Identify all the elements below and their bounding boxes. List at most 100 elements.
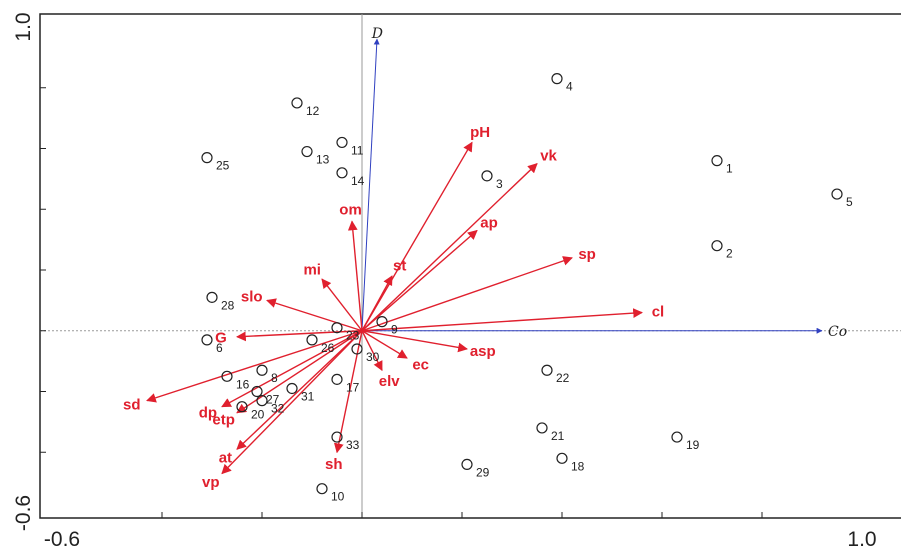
- y-tick-label: 1.0: [12, 12, 35, 41]
- vector-co-label: Co: [828, 324, 847, 340]
- arrow-vk-line: [361, 163, 538, 332]
- site-29-point: [461, 458, 473, 470]
- site-33-point: [331, 431, 343, 443]
- site-25-label: 25: [216, 159, 230, 173]
- arrow-sp-label: sp: [578, 246, 596, 263]
- arrow-st-label: st: [393, 258, 406, 275]
- site-9-label: 9: [391, 323, 398, 337]
- site-22-point: [541, 364, 553, 376]
- arrow-sd-label: sd: [123, 396, 141, 413]
- site-1-label: 1: [726, 162, 733, 176]
- site-4-point: [551, 73, 563, 85]
- site-19-point: [671, 431, 683, 443]
- site-14-point: [336, 167, 348, 179]
- site-11-point: [336, 136, 348, 149]
- site-3-label: 3: [496, 177, 503, 191]
- arrow-mi-line: [321, 278, 363, 332]
- site-8-label: 8: [271, 371, 278, 385]
- site-10-label: 10: [331, 490, 345, 504]
- arrow-slo-label: slo: [241, 289, 263, 306]
- site-20-label: 20: [251, 408, 265, 422]
- site-30-point: [351, 343, 363, 355]
- site-17-point: [331, 373, 343, 385]
- site-27-label: 27: [266, 393, 280, 407]
- arrow-ph-label: pH: [470, 124, 490, 141]
- site-5-label: 5: [846, 195, 853, 209]
- site-23-point: [331, 322, 343, 334]
- arrow-ec-line: [361, 330, 408, 359]
- site-11-label: 11: [351, 143, 364, 157]
- site-27-point: [251, 385, 263, 398]
- vector-d-label: D: [371, 26, 383, 42]
- axis-ticks: [40, 87, 763, 518]
- site-20-point: [236, 401, 248, 413]
- site-18-label: 18: [571, 459, 585, 473]
- arrow-vk-label: vk: [540, 147, 557, 164]
- arrow-cl-label: cl: [652, 304, 665, 321]
- arrow-vp-label: vp: [202, 474, 220, 491]
- site-17-label: 17: [346, 380, 360, 394]
- y-tick-label: -0.6: [12, 495, 35, 531]
- site-21-point: [536, 422, 548, 434]
- axis-tick-labels: -0.6 1.0 1.0 -0.6: [12, 12, 877, 548]
- arrow-dp-line: [221, 330, 363, 408]
- site-6-label: 6: [216, 341, 223, 355]
- arrow-sp-line: [361, 256, 573, 332]
- site-9-point: [376, 316, 388, 328]
- arrow-ec-label: ec: [412, 356, 429, 373]
- site-16-label: 16: [236, 377, 250, 391]
- arrow-elv-label: elv: [379, 373, 401, 390]
- vector-d-line: [361, 38, 380, 331]
- arrow-cl-line: [361, 308, 643, 332]
- site-30-label: 30: [366, 350, 380, 364]
- arrow-asp-label: asp: [470, 343, 496, 360]
- site-12-point: [291, 97, 303, 109]
- arrow-asp-line: [361, 330, 468, 353]
- arrow-st-line: [361, 275, 393, 332]
- site-18-point: [556, 452, 568, 464]
- arrow-mi-label: mi: [303, 262, 321, 279]
- arrow-sd-line: [146, 330, 363, 403]
- arrow-g-label: G: [215, 329, 227, 346]
- site-13-point: [301, 145, 313, 158]
- site-31-label: 31: [301, 389, 315, 403]
- site-21-label: 21: [551, 429, 565, 443]
- site-33-label: 33: [346, 438, 360, 452]
- site-3-point: [481, 170, 493, 182]
- arrow-vp-line: [221, 330, 363, 475]
- arrow-ap-label: ap: [480, 215, 498, 232]
- arrow-dp-label: dp: [199, 404, 217, 421]
- site-28-label: 28: [221, 298, 235, 312]
- site-5-point: [831, 188, 843, 200]
- site-1-point: [711, 155, 723, 167]
- site-13-label: 13: [316, 153, 330, 167]
- arrow-om-label: om: [339, 201, 362, 218]
- site-10-point: [316, 483, 328, 495]
- site-26-point: [306, 334, 318, 346]
- site-22-label: 22: [556, 371, 570, 385]
- x-tick-label: -0.6: [44, 528, 80, 548]
- arrow-g-line: [236, 330, 363, 342]
- site-6-point: [201, 334, 213, 346]
- site-32-label: 32: [271, 402, 285, 416]
- site-14-label: 14: [351, 174, 365, 188]
- arrow-etp-label: etp: [212, 411, 235, 428]
- site-31-point: [286, 382, 298, 395]
- arrow-sh-label: sh: [325, 456, 343, 473]
- site-4-label: 4: [566, 80, 573, 94]
- site-29-label: 29: [476, 465, 490, 479]
- arrow-elv-line: [361, 330, 383, 372]
- site-16-point: [221, 370, 233, 382]
- plot-frame: [39, 13, 901, 519]
- arrow-om-line: [347, 220, 363, 331]
- x-tick-label: 1.0: [847, 528, 876, 548]
- site-2-label: 2: [726, 247, 733, 261]
- site-12-label: 12: [306, 104, 320, 118]
- arrow-ph-line: [361, 141, 473, 332]
- site-23-label: 23: [346, 329, 360, 343]
- site-28-point: [206, 291, 218, 303]
- arrow-at-label: at: [219, 449, 232, 466]
